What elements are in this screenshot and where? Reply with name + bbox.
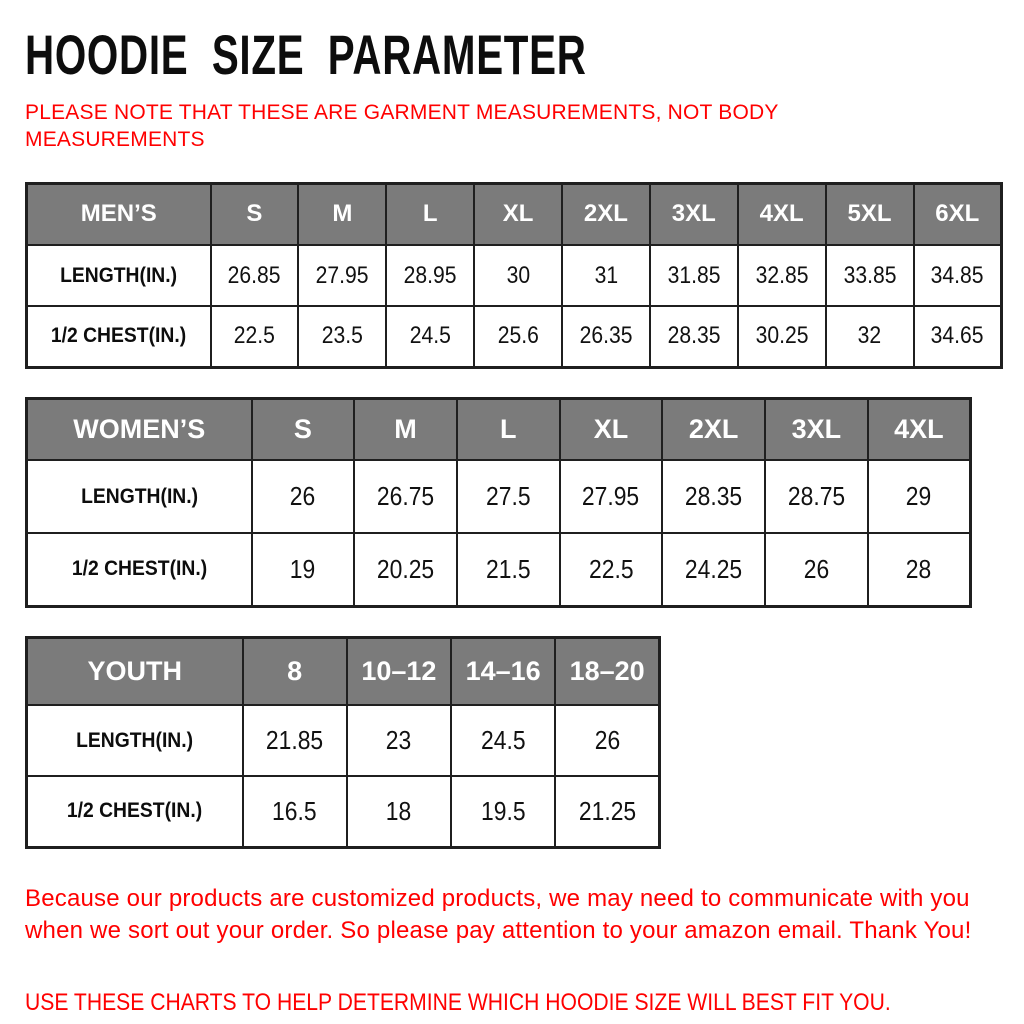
row-label-cell: LENGTH(IN.) [25,704,244,778]
size-value-cell: 30 [473,244,563,308]
size-value-cell: 24.5 [385,305,476,369]
size-header-cell: 8 [241,636,348,707]
size-value-cell: 25.6 [473,305,563,369]
table-row: 1/2 CHEST(IN.) 19 20.25 21.5 22.5 24.25 26 28 [25,532,972,608]
header-row: YOUTH 8 10–12 14–16 18–20 [25,636,661,707]
size-value-cell: 27.95 [297,244,388,308]
womens-size-table: WOMEN’S S M L XL 2XL 3XL 4XL LENGTH(IN.) 26 26.75 2… [25,396,1006,608]
size-value-cell: 24.25 [661,532,767,608]
size-header-cell: 4XL [866,397,972,462]
mens-size-table: MEN’S S M L XL 2XL 3XL 4XL 5XL 6XL LENGTH(IN.) 26.8… [25,181,1006,369]
table-title-cell: MEN’S [25,182,212,247]
size-value-cell: 26 [764,532,869,608]
header-row: MEN’S S M L XL 2XL 3XL 4XL 5XL 6XL [25,182,1003,247]
size-header-cell: 18–20 [554,636,661,707]
page-title: HOODIE SIZE PARAMETER [25,23,587,86]
size-value-cell: 31.85 [648,244,739,308]
mens-table: MEN’S S M L XL 2XL 3XL 4XL 5XL 6XL LENGTH(IN.) 26.8… [25,181,1003,369]
size-value-cell: 34.85 [912,244,1003,308]
size-header-cell: XL [558,397,664,462]
size-header-cell: S [209,182,300,247]
table-row: 1/2 CHEST(IN.) 22.5 23.5 24.5 25.6 26.35 28.35… [25,305,1003,369]
size-value-cell: 29 [866,459,972,535]
size-value-cell: 23.5 [297,305,388,369]
size-header-cell: M [297,182,388,247]
size-value-cell: 20.25 [353,532,458,608]
size-value-cell: 21.85 [241,704,348,778]
size-value-cell: 18 [345,775,453,849]
size-value-cell: 26.75 [353,459,458,535]
row-label-cell: LENGTH(IN.) [25,244,212,308]
row-label-cell: 1/2 CHEST(IN.) [25,532,253,608]
size-header-cell: 14–16 [449,636,557,707]
size-value-cell: 28.75 [764,459,869,535]
table-title-cell: YOUTH [25,636,244,707]
size-value-cell: 27.5 [455,459,561,535]
chart-usage-note: USE THESE CHARTS TO HELP DETERMINE WHICH… [25,989,891,1017]
size-value-cell: 23 [345,704,453,778]
size-value-cell: 21.25 [554,775,661,849]
size-value-cell: 19.5 [449,775,557,849]
table-row: LENGTH(IN.) 26 26.75 27.5 27.95 28.35 28.75 29 [25,459,972,535]
size-header-cell: S [250,397,356,462]
row-label-cell: LENGTH(IN.) [25,459,253,535]
size-value-cell: 26 [554,704,661,778]
size-value-cell: 34.65 [912,305,1003,369]
size-header-cell: 3XL [764,397,869,462]
size-value-cell: 31 [561,244,651,308]
size-header-cell: L [455,397,561,462]
customization-notice: Because our products are customized prod… [25,884,972,944]
size-value-cell: 32 [824,305,915,369]
measurement-note: PLEASE NOTE THAT THESE ARE GARMENT MEASU… [25,101,779,152]
size-value-cell: 30.25 [736,305,827,369]
size-value-cell: 28.95 [385,244,476,308]
size-value-cell: 21.5 [455,532,561,608]
size-value-cell: 28 [866,532,972,608]
size-header-cell: M [353,397,458,462]
size-value-cell: 22.5 [209,305,300,369]
womens-table: WOMEN’S S M L XL 2XL 3XL 4XL LENGTH(IN.) 26 26.75 2… [25,396,972,608]
size-value-cell: 19 [250,532,356,608]
table-row: 1/2 CHEST(IN.) 16.5 18 19.5 21.25 [25,775,661,849]
table-title-cell: WOMEN’S [25,397,253,462]
size-value-cell: 33.85 [824,244,915,308]
size-header-cell: 6XL [912,182,1003,247]
youth-size-table: YOUTH 8 10–12 14–16 18–20 LENGTH(IN.) 21.85 23 2… [25,635,1006,849]
size-header-cell: 2XL [661,397,767,462]
youth-table: YOUTH 8 10–12 14–16 18–20 LENGTH(IN.) 21.85 23 2… [25,635,661,849]
size-value-cell: 26.35 [561,305,651,369]
size-header-cell: 2XL [561,182,651,247]
size-value-cell: 28.35 [648,305,739,369]
size-header-cell: 3XL [648,182,739,247]
size-value-cell: 22.5 [558,532,664,608]
size-value-cell: 16.5 [241,775,348,849]
size-header-cell: 4XL [736,182,827,247]
row-label-cell: 1/2 CHEST(IN.) [25,775,244,849]
row-label-cell: 1/2 CHEST(IN.) [25,305,212,369]
size-header-cell: 5XL [824,182,915,247]
table-row: LENGTH(IN.) 21.85 23 24.5 26 [25,704,661,778]
size-header-cell: L [385,182,476,247]
size-header-cell: XL [473,182,563,247]
size-value-cell: 32.85 [736,244,827,308]
header-row: WOMEN’S S M L XL 2XL 3XL 4XL [25,397,972,462]
table-row: LENGTH(IN.) 26.85 27.95 28.95 30 31 31.85 32.85… [25,244,1003,308]
size-value-cell: 26 [250,459,356,535]
size-value-cell: 24.5 [449,704,557,778]
size-value-cell: 28.35 [661,459,767,535]
size-value-cell: 27.95 [558,459,664,535]
size-value-cell: 26.85 [209,244,300,308]
size-header-cell: 10–12 [345,636,453,707]
